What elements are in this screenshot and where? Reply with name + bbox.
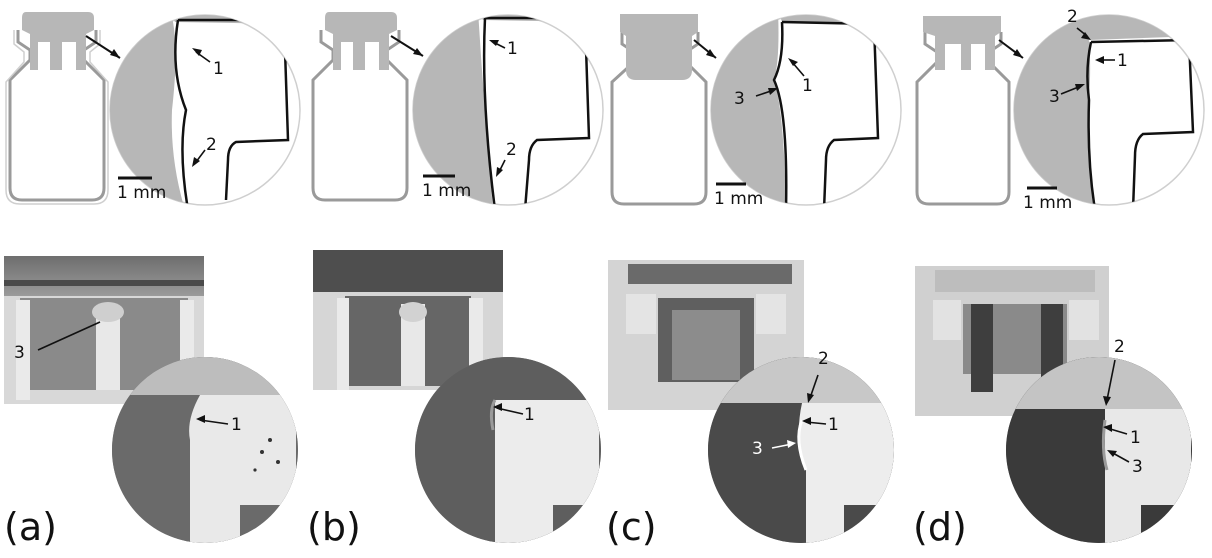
photo-callout-1: 1 [524,405,535,425]
scale-bar-label: 1 mm [117,183,166,203]
top-callout-1: 1 [213,59,224,79]
scale-bar-label: 1 mm [1023,193,1072,213]
top-callout-3: 3 [1049,87,1060,107]
photo-callout-3: 3 [1132,457,1143,477]
top-callout-1: 1 [1117,51,1128,71]
photo-callout-3: 3 [752,439,763,459]
scale-bar-label: 1 mm [422,181,471,201]
panel-c: 1 3 1 mm [606,0,909,558]
magnified-photo-detail [112,357,298,543]
panel-label-a: (a) [4,505,57,549]
magnified-photo-detail [708,357,894,543]
vial-schematic [5,12,121,205]
top-callout-3: 3 [734,89,745,109]
magnified-detail [109,14,301,206]
magnified-photo-detail [1006,357,1192,543]
photo-callout-2: 2 [818,349,829,369]
vial-schematic [311,12,424,202]
photo-callout-3: 3 [14,343,25,363]
panel-label-b: (b) [307,505,361,549]
photo-callout-1: 1 [828,415,839,435]
top-callout-1: 1 [507,39,518,59]
magnified-detail [710,14,902,206]
panel-b-graphic: 1 2 1 mm [311,12,604,543]
magnified-detail [1013,14,1205,206]
panel-a-graphic: 1 2 1 mm 3 [4,12,301,543]
photo-callout-2: 2 [1114,337,1125,357]
panel-a: 1 2 1 mm 3 [0,0,303,558]
top-callout-1: 1 [802,76,813,96]
vial-schematic [610,14,717,206]
panel-c-graphic: 1 3 1 mm [608,14,902,543]
panel-label-c: (c) [606,505,657,549]
top-callout-2: 2 [506,140,517,160]
magnified-photo-detail [415,357,601,543]
photo-callout-1: 1 [1130,428,1141,448]
vial-schematic [915,16,1024,206]
scale-bar-label: 1 mm [714,189,763,209]
panel-d: 2 1 3 1 mm [909,0,1212,558]
panel-label-d: (d) [913,505,967,549]
panel-d-graphic: 2 1 3 1 mm [915,7,1205,543]
magnified-detail [412,14,604,206]
panel-b: 1 2 1 mm [303,0,606,558]
top-callout-2: 2 [206,135,217,155]
top-callout-2: 2 [1067,7,1078,27]
photo-callout-1: 1 [231,415,242,435]
stopper-photograph [313,250,503,390]
stopper-photograph [915,266,1109,416]
stopper-photograph [4,256,204,404]
